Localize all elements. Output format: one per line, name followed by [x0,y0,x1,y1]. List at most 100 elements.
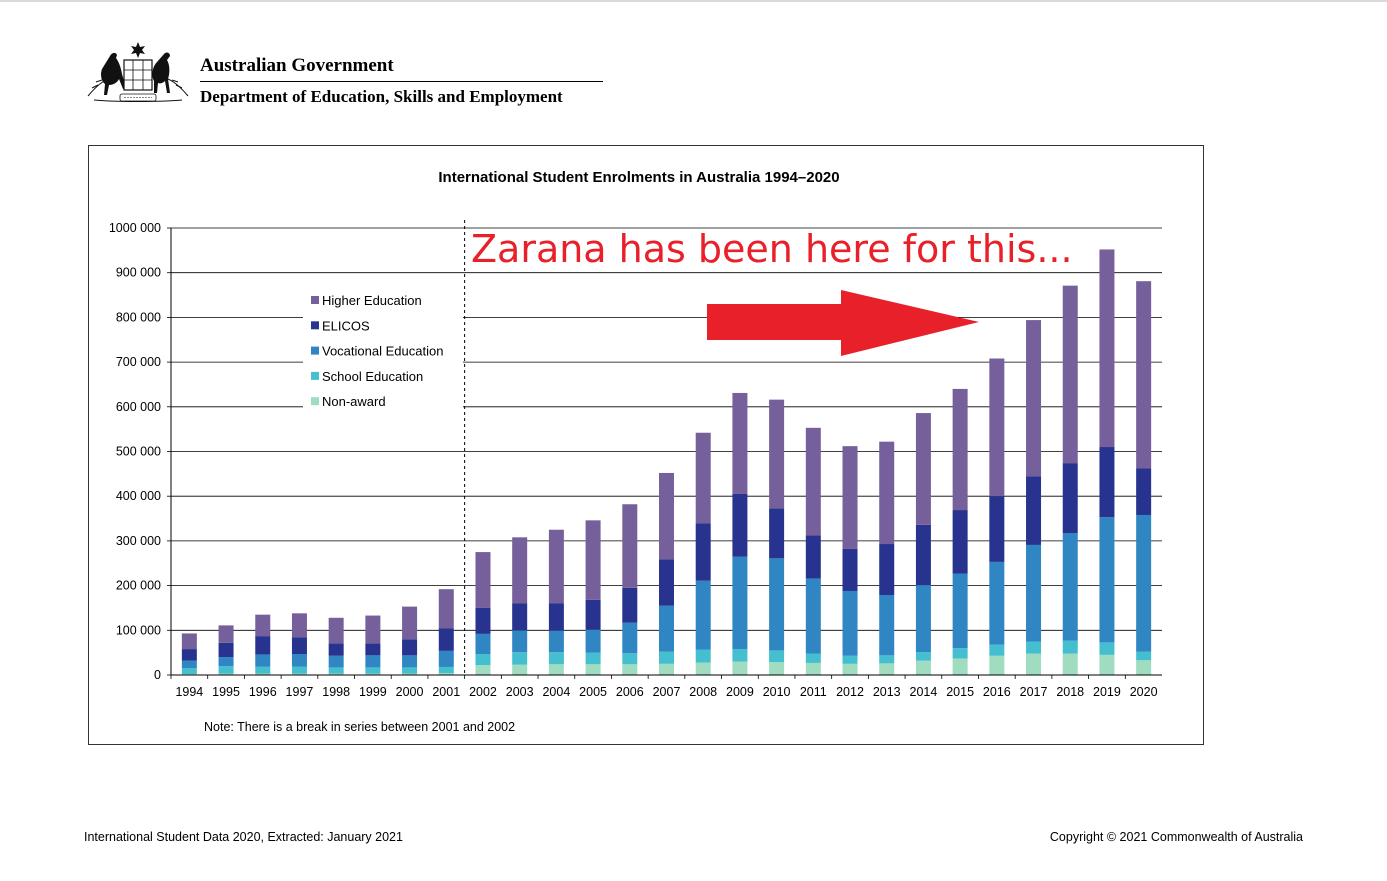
bar-non-award-1995 [218,673,234,675]
x-tick-label: 1998 [322,685,350,699]
bar-school-education-2012 [842,655,858,664]
bar-school-education-2008 [695,649,711,663]
bar-vocational-education-2019 [1099,517,1115,643]
bar-school-education-2006 [622,653,638,665]
bar-elicos-2012 [842,548,858,591]
bar-higher-education-2005 [585,520,601,600]
x-tick-label: 1996 [249,685,277,699]
legend-label: ELICOS [322,318,370,333]
bar-school-education-2018 [1062,640,1078,654]
x-tick-label: 2009 [726,685,754,699]
series-break-note: Note: There is a break in series between… [204,720,515,734]
bar-school-education-2019 [1099,642,1115,655]
bar-higher-education-2000 [402,606,418,640]
y-tick-label: 600 000 [116,400,161,414]
bar-elicos-2017 [1026,476,1042,545]
y-tick-label: 900 000 [116,266,161,280]
bar-school-education-2015 [952,648,968,659]
bar-school-education-1999 [365,667,381,674]
bar-higher-education-2009 [732,392,748,494]
bar-higher-education-2008 [695,432,711,524]
bar-vocational-education-2012 [842,590,858,656]
bar-vocational-education-2003 [512,630,528,653]
x-tick-label: 1999 [359,685,387,699]
annotation-text: Zarana has been here for this... [471,227,1073,271]
top-rule [0,0,1387,2]
legend-swatch [311,296,319,304]
legend-label: School Education [322,369,423,384]
chart-legend: Higher Education ELICOS Vocational Educati… [303,288,463,412]
bar-elicos-2019 [1099,447,1115,518]
bar-vocational-education-2005 [585,629,601,653]
bar-vocational-education-2018 [1062,533,1078,641]
bar-elicos-2011 [805,535,821,579]
bar-elicos-2009 [732,493,748,557]
bar-vocational-education-1999 [365,655,381,668]
bar-vocational-education-2000 [402,655,418,668]
bar-school-education-2017 [1026,641,1042,654]
footer-source: International Student Data 2020, Extract… [84,830,403,844]
bar-higher-education-2010 [769,399,785,509]
bar-elicos-1994 [181,649,197,661]
x-tick-label: 2002 [469,685,497,699]
bar-higher-education-2013 [879,441,895,545]
red-arrow-right-icon [707,290,979,356]
chart-frame: International Student Enrolments in Aust… [88,145,1204,745]
bar-vocational-education-2010 [769,558,785,651]
bar-non-award-2011 [805,662,821,675]
bar-higher-education-1994 [181,633,197,650]
x-tick-label: 1997 [286,685,314,699]
legend-swatch [311,321,319,330]
bar-non-award-2014 [915,660,931,675]
bar-vocational-education-2008 [695,580,711,650]
bar-higher-education-1996 [255,614,271,637]
bar-elicos-2005 [585,599,601,630]
bar-school-education-1996 [255,666,271,674]
x-tick-label: 2003 [506,685,534,699]
bar-vocational-education-2002 [475,633,491,654]
y-tick-label: 800 000 [116,310,161,324]
bar-elicos-1998 [328,643,344,656]
commonwealth-coat-of-arms-icon [87,42,189,102]
bar-non-award-2008 [695,662,711,675]
x-tick-label: 1995 [212,685,240,699]
bar-higher-education-2001 [438,589,454,629]
bar-non-award-2004 [548,664,564,675]
bar-school-education-2016 [989,644,1005,656]
x-axis-ticks: 1994 1995 1996 1997 1998 1999 2000 2001 2002 2003… [170,675,1158,699]
y-tick-label: 200 000 [116,579,161,593]
bar-higher-education-2011 [805,427,821,536]
bar-higher-education-1998 [328,617,344,644]
bar-higher-education-2018 [1062,285,1078,464]
x-tick-label: 2012 [836,685,864,699]
bar-non-award-2017 [1026,653,1042,675]
bar-non-award-2006 [622,664,638,675]
bar-non-award-2019 [1099,654,1115,675]
bar-vocational-education-2007 [659,605,674,652]
bar-non-award-2007 [659,663,674,675]
bar-school-education-2002 [475,653,491,666]
x-tick-label: 2000 [396,685,424,699]
bar-school-education-2005 [585,652,601,665]
bar-vocational-education-2015 [952,573,968,649]
bar-higher-education-2007 [659,472,674,560]
y-tick-label: 500 000 [116,445,161,459]
bar-higher-education-2012 [842,446,858,549]
bar-non-award-1996 [255,673,271,675]
bar-non-award-2003 [512,664,528,675]
x-tick-label: 2018 [1056,685,1084,699]
legend-label: Vocational Education [322,344,443,359]
bar-vocational-education-2009 [732,556,748,650]
bar-elicos-1995 [218,642,234,658]
bar-non-award-2010 [769,662,785,675]
bar-school-education-2004 [548,652,564,665]
bar-vocational-education-2004 [548,630,564,653]
bar-elicos-1997 [291,637,307,654]
bar-non-award-1999 [365,673,381,675]
bar-elicos-2007 [659,559,674,606]
bar-non-award-2013 [879,663,895,675]
y-tick-label: 700 000 [116,355,161,369]
x-tick-label: 2017 [1020,685,1048,699]
bar-elicos-2015 [952,510,968,574]
bar-higher-education-2004 [548,529,564,604]
